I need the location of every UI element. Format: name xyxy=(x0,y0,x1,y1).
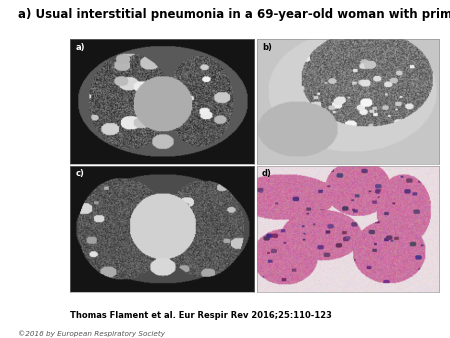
Text: a): a) xyxy=(75,43,85,52)
Text: b): b) xyxy=(262,43,272,52)
Text: Thomas Flament et al. Eur Respir Rev 2016;25:110-123: Thomas Flament et al. Eur Respir Rev 201… xyxy=(70,311,332,320)
Text: c): c) xyxy=(75,169,84,178)
Text: a) Usual interstitial pneumonia in a 69-year-old woman with primary Sjögren’s sy: a) Usual interstitial pneumonia in a 69-… xyxy=(18,8,450,21)
Text: ©2016 by European Respiratory Society: ©2016 by European Respiratory Society xyxy=(18,331,165,337)
Text: d): d) xyxy=(262,169,272,178)
